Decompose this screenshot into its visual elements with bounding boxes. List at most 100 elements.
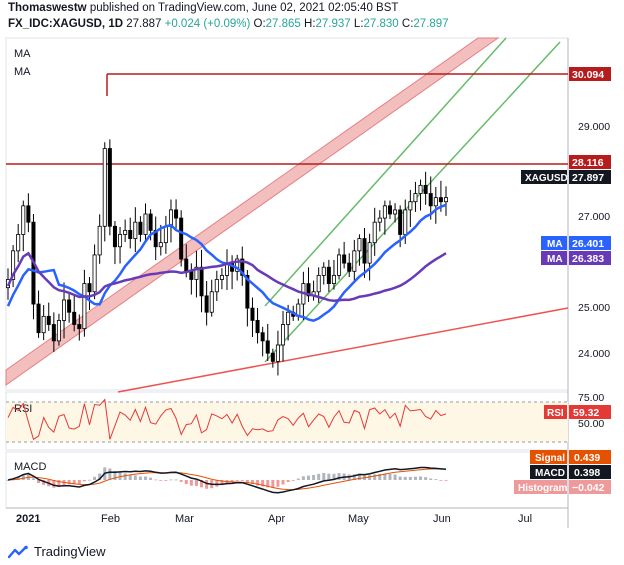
candle-body[interactable] — [321, 266, 326, 276]
candle-body[interactable] — [107, 148, 112, 227]
hist-value-bg — [569, 480, 611, 494]
candle-body[interactable] — [143, 213, 148, 235]
support-trend-line[interactable] — [117, 307, 569, 393]
candle-body[interactable] — [393, 209, 398, 215]
candle-body[interactable] — [16, 234, 21, 252]
candle-body[interactable] — [82, 283, 87, 330]
candle-body[interactable] — [260, 332, 265, 342]
tag-28116: 28.116 — [572, 157, 604, 169]
candle-body[interactable] — [189, 270, 194, 280]
candle-body[interactable] — [418, 184, 423, 194]
candle-body[interactable] — [347, 262, 352, 272]
tradingview-brand[interactable]: TradingView — [8, 544, 106, 559]
candle-body[interactable] — [357, 238, 362, 252]
candle-body[interactable] — [123, 229, 128, 235]
candle-body[interactable] — [184, 258, 189, 272]
candle-body[interactable] — [46, 315, 51, 325]
candle-body[interactable] — [41, 315, 46, 334]
candle-body[interactable] — [367, 242, 372, 264]
macd-histogram-bar — [52, 480, 56, 488]
candle-body[interactable] — [97, 225, 102, 256]
candle-body[interactable] — [250, 307, 255, 321]
candle-body[interactable] — [413, 193, 418, 203]
legend-ma-1[interactable]: MA — [14, 48, 31, 60]
candle-body[interactable] — [306, 283, 311, 297]
candle-body[interactable] — [270, 352, 275, 362]
candle-body[interactable] — [72, 311, 77, 325]
candle-body[interactable] — [331, 274, 336, 284]
candle-body[interactable] — [133, 221, 138, 239]
candle-body[interactable] — [36, 303, 41, 334]
candle-body[interactable] — [398, 209, 403, 235]
candle-body[interactable] — [163, 225, 168, 244]
candle-body[interactable] — [51, 324, 56, 342]
candle-body[interactable] — [199, 266, 204, 297]
candle-body[interactable] — [433, 197, 438, 207]
candle-body[interactable] — [245, 274, 250, 309]
channel-band-upper[interactable] — [5, 37, 500, 386]
candle-body[interactable] — [11, 250, 16, 280]
candle-body[interactable] — [387, 205, 392, 215]
candle-body[interactable] — [408, 201, 413, 211]
candle-body[interactable] — [87, 283, 92, 293]
candle-body[interactable] — [362, 238, 367, 264]
candle-body[interactable] — [194, 266, 199, 280]
candle-body[interactable] — [286, 311, 291, 325]
channel-line-upper[interactable] — [264, 37, 507, 307]
candle-body[interactable] — [62, 299, 67, 321]
candle-body[interactable] — [102, 148, 107, 227]
candlestick-series[interactable] — [6, 139, 448, 376]
candle-body[interactable] — [56, 320, 61, 342]
candle-body[interactable] — [138, 221, 143, 235]
candle-body[interactable] — [235, 258, 240, 272]
candle-body[interactable] — [92, 254, 97, 293]
candle-body[interactable] — [275, 344, 280, 362]
author-name[interactable]: Thomaswestw — [8, 2, 87, 14]
macd-line[interactable] — [7, 466, 447, 494]
candle-body[interactable] — [342, 254, 347, 264]
candle-body[interactable] — [438, 197, 443, 203]
candle-body[interactable] — [204, 295, 209, 313]
macd-histogram-bar — [357, 473, 361, 480]
time-axis-labels: 2021 Feb Mar Apr May Jun Jul — [16, 513, 532, 525]
candle-body[interactable] — [326, 266, 331, 284]
candle-body[interactable] — [118, 234, 123, 248]
candle-body[interactable] — [337, 254, 342, 276]
candle-body[interactable] — [77, 324, 82, 330]
symbol-name[interactable]: FX_IDC:XAGUSD, 1D — [8, 18, 124, 30]
candle-body[interactable] — [67, 299, 72, 313]
candle-body[interactable] — [214, 279, 219, 293]
candle-body[interactable] — [265, 340, 270, 354]
ma-slow-line[interactable] — [6, 251, 447, 302]
candle-body[interactable] — [179, 217, 184, 260]
candle-body[interactable] — [443, 197, 448, 203]
candle-body[interactable] — [382, 205, 387, 219]
candle-body[interactable] — [148, 213, 153, 231]
rsi-line[interactable] — [7, 398, 447, 441]
main-pane[interactable] — [5, 37, 569, 391]
candle-body[interactable] — [209, 291, 214, 313]
candle-body[interactable] — [158, 242, 163, 248]
candle-body[interactable] — [219, 274, 224, 280]
candle-body[interactable] — [423, 184, 428, 194]
candle-body[interactable] — [21, 205, 26, 235]
candle-body[interactable] — [281, 324, 286, 346]
channel-line-lower[interactable] — [264, 41, 561, 363]
candle-body[interactable] — [316, 274, 321, 293]
candle-body[interactable] — [428, 193, 433, 207]
candle-body[interactable] — [112, 225, 117, 248]
candle-body[interactable] — [403, 209, 408, 235]
candle-body[interactable] — [240, 258, 245, 276]
candle-body[interactable] — [255, 320, 260, 334]
candle-body[interactable] — [26, 205, 31, 223]
macd-histogram-bar — [373, 474, 377, 480]
candle-body[interactable] — [377, 217, 382, 223]
candle-body[interactable] — [174, 209, 179, 219]
legend-ma-2[interactable]: MA — [14, 66, 31, 78]
macd-signal-line[interactable] — [7, 468, 447, 491]
macd-histogram-bar — [164, 480, 168, 481]
candle-body[interactable] — [128, 229, 133, 239]
candle-body[interactable] — [372, 221, 377, 244]
candle-body[interactable] — [352, 250, 357, 272]
